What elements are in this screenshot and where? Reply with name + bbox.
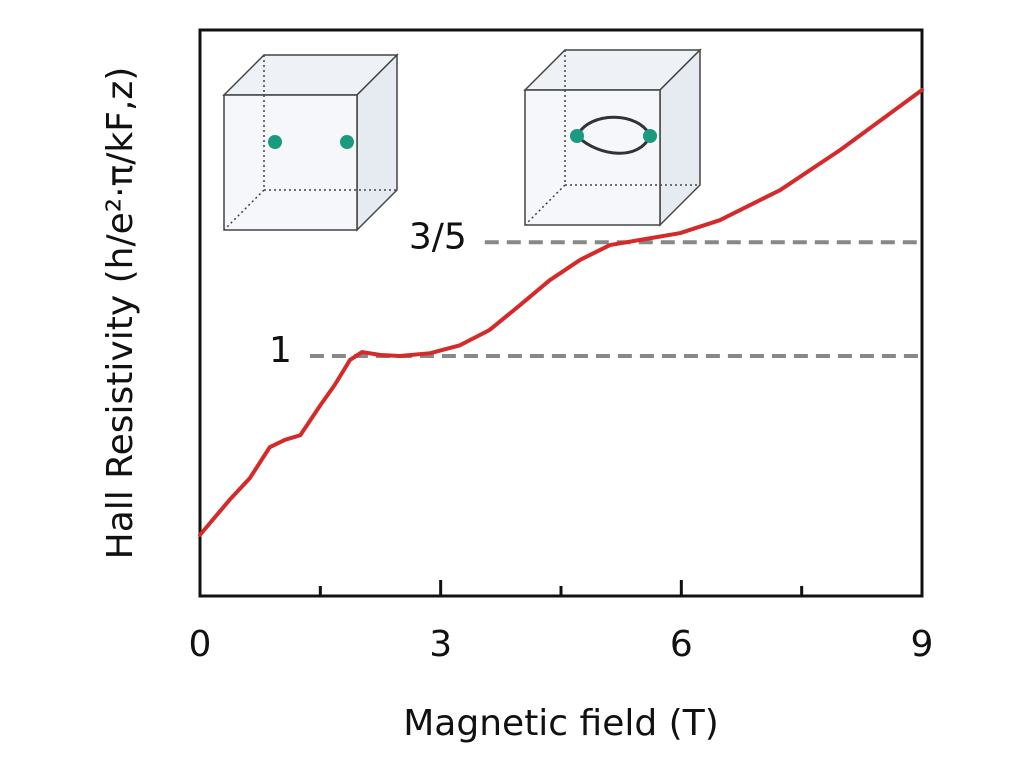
x-axis-label: Magnetic field (T) xyxy=(403,703,719,744)
y-axis-label: Hall Resistivity (h/e²·π/kF,z) xyxy=(100,67,141,560)
x-tick-label: 6 xyxy=(670,624,693,665)
x-tick-label: 0 xyxy=(189,624,212,665)
inset-cube-left xyxy=(222,53,399,232)
reference-label: 1 xyxy=(269,330,292,371)
inset-cube-right xyxy=(523,48,702,227)
x-tick-label: 9 xyxy=(911,624,934,665)
data-line xyxy=(198,87,924,537)
x-tick-label: 3 xyxy=(429,624,452,665)
reference-label: 3/5 xyxy=(409,216,467,257)
